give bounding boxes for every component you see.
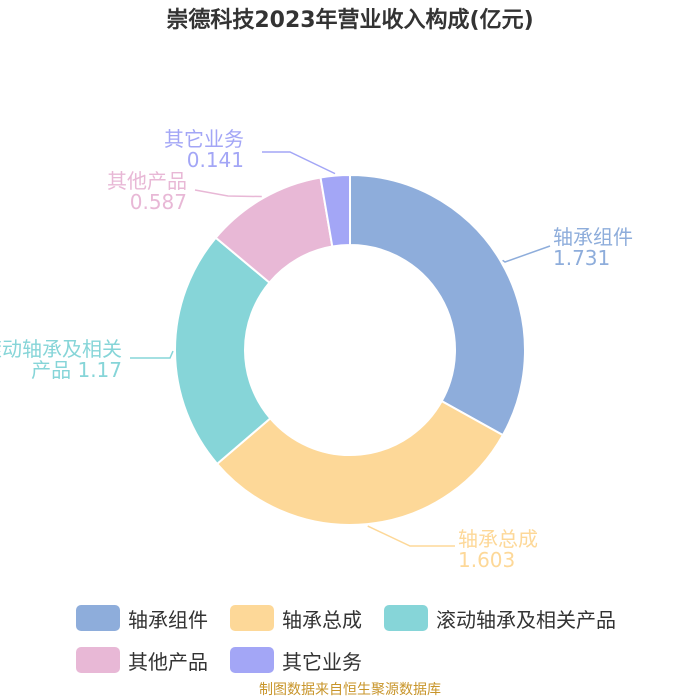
slice-label: 其它业务 0.141 bbox=[164, 127, 244, 172]
slice-label: 轴承总成 1.603 bbox=[458, 527, 538, 572]
slice-label: 轴承组件 1.731 bbox=[553, 225, 633, 270]
legend-item-qita-chanpin[interactable]: 其他产品 bbox=[76, 644, 208, 676]
legend-swatch bbox=[76, 605, 120, 631]
legend-item-qita-yewu[interactable]: 其它业务 bbox=[230, 644, 362, 676]
legend-swatch bbox=[230, 605, 274, 631]
legend-item-zhoucheng-zongcheng[interactable]: 轴承总成 bbox=[230, 602, 362, 634]
legend-label: 轴承总成 bbox=[282, 607, 362, 632]
donut-slice[interactable] bbox=[319, 173, 351, 248]
legend-label: 轴承组件 bbox=[128, 607, 208, 632]
legend-label: 其他产品 bbox=[128, 649, 208, 674]
legend-item-gundong-zhoucheng[interactable]: 滚动轴承及相关产品 bbox=[384, 602, 616, 634]
slice-label: 其他产品 0.587 bbox=[107, 169, 187, 214]
leader-line bbox=[194, 189, 262, 198]
legend-swatch bbox=[384, 605, 428, 631]
donut-slice[interactable] bbox=[349, 173, 526, 437]
source-note: 制图数据来自恒生聚源数据库 bbox=[259, 682, 441, 698]
chart-title: 崇德科技2023年营业收入构成(亿元) bbox=[166, 8, 534, 33]
slice-label: 滚动轴承及相关产品 1.17 bbox=[0, 337, 122, 382]
legend-swatch bbox=[230, 647, 274, 673]
legend-label: 其它业务 bbox=[282, 649, 362, 674]
leader-line bbox=[502, 245, 551, 263]
leader-line bbox=[130, 350, 174, 359]
leader-line bbox=[367, 525, 455, 547]
legend-swatch bbox=[76, 647, 120, 673]
legend-item-zhoucheng-zujian[interactable]: 轴承组件 bbox=[76, 602, 208, 634]
donut-slice[interactable] bbox=[215, 399, 505, 526]
donut-slice[interactable] bbox=[174, 236, 272, 466]
legend-label: 滚动轴承及相关产品 bbox=[436, 607, 616, 632]
slices-layer bbox=[174, 173, 526, 526]
leader-line bbox=[262, 151, 336, 175]
